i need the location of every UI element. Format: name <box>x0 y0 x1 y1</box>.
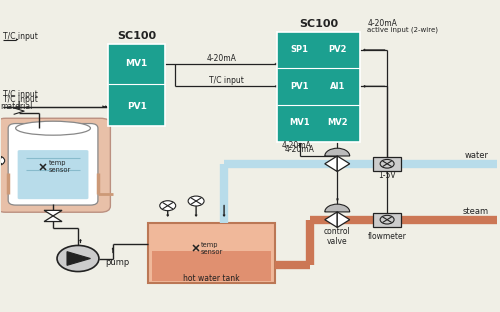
Text: water: water <box>464 152 488 160</box>
Bar <box>108 44 165 126</box>
Polygon shape <box>44 210 62 216</box>
Bar <box>152 251 271 281</box>
Text: steam: steam <box>462 207 488 217</box>
Text: PV1: PV1 <box>290 82 309 91</box>
Text: material: material <box>0 102 33 111</box>
Circle shape <box>380 215 394 224</box>
Circle shape <box>160 201 176 211</box>
Text: AI1: AI1 <box>330 82 345 91</box>
Circle shape <box>380 159 394 168</box>
Text: temp
sensor: temp sensor <box>201 242 224 255</box>
Circle shape <box>0 156 4 166</box>
Text: T/C input: T/C input <box>3 90 38 99</box>
Polygon shape <box>67 252 90 265</box>
Text: pump: pump <box>106 258 130 267</box>
Wedge shape <box>325 148 349 156</box>
Circle shape <box>188 196 204 206</box>
Bar <box>148 223 275 283</box>
FancyBboxPatch shape <box>0 118 110 212</box>
Bar <box>373 157 401 171</box>
Wedge shape <box>325 204 349 212</box>
Text: MV2: MV2 <box>327 118 348 127</box>
Text: control
valve: control valve <box>324 227 350 246</box>
Text: PV1: PV1 <box>126 102 146 111</box>
Text: flowmeter: flowmeter <box>368 232 406 241</box>
Text: SC100: SC100 <box>117 32 156 41</box>
Ellipse shape <box>16 121 90 135</box>
Polygon shape <box>338 156 349 172</box>
Circle shape <box>57 246 99 271</box>
Polygon shape <box>44 216 62 222</box>
Polygon shape <box>338 212 349 227</box>
Text: T/C input: T/C input <box>3 95 38 105</box>
Text: 4-20mA: 4-20mA <box>284 145 314 154</box>
Text: 4-20mA: 4-20mA <box>206 54 236 63</box>
Text: temp
sensor: temp sensor <box>49 160 72 173</box>
FancyBboxPatch shape <box>8 124 98 205</box>
Text: hot water tank: hot water tank <box>183 274 240 283</box>
Bar <box>373 213 401 227</box>
Text: 4-20mA: 4-20mA <box>282 141 312 150</box>
Text: 4-20mA: 4-20mA <box>367 18 397 27</box>
Text: PV2: PV2 <box>328 46 346 55</box>
Bar <box>278 32 359 142</box>
Text: SP1: SP1 <box>290 46 308 55</box>
FancyBboxPatch shape <box>18 150 88 199</box>
Text: active input (2-wire): active input (2-wire) <box>367 26 438 32</box>
Polygon shape <box>325 156 338 172</box>
Polygon shape <box>325 212 338 227</box>
Text: 1-5V: 1-5V <box>378 171 396 180</box>
Text: MV1: MV1 <box>290 118 310 127</box>
Text: T/C input: T/C input <box>3 32 38 41</box>
Text: MV1: MV1 <box>126 59 148 68</box>
Text: T/C input: T/C input <box>209 76 244 85</box>
Text: SC100: SC100 <box>299 19 338 29</box>
